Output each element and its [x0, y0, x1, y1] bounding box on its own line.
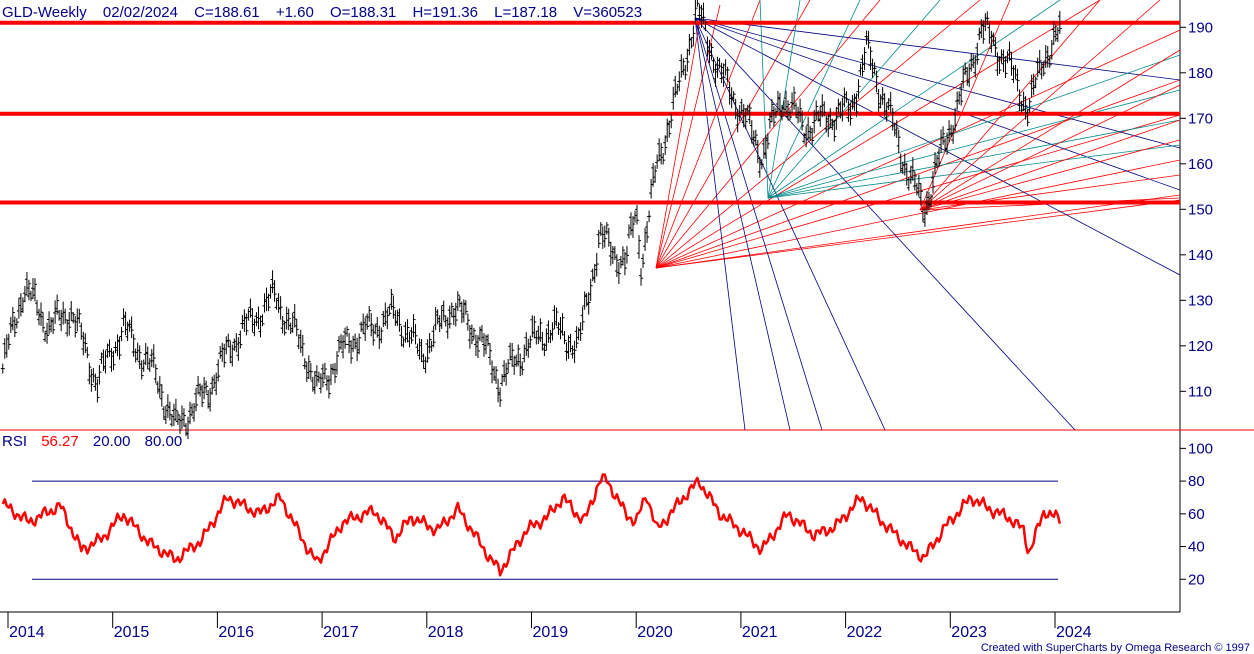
header-date: 02/02/2024	[103, 4, 178, 21]
header-volume: V=360523	[573, 4, 642, 21]
rsi-tick-label: 20	[1188, 571, 1205, 588]
rsi-band-lines	[32, 480, 1058, 580]
time-axis-ticks: 2014 2015 2016 2017 2018 2019 2020 2021 2022 2023…	[7, 612, 1092, 641]
rsi-upper-band: 80.00	[145, 433, 183, 450]
gann-red-fan-b-0	[919, 0, 1011, 211]
gann-fan-lines	[655, 0, 1180, 430]
footer-credit: Created with SuperCharts by Omega Resear…	[981, 642, 1250, 654]
price-tick-label: 120	[1188, 338, 1213, 355]
gann-red-fan-a-5	[655, 0, 981, 269]
gann-red-fan-a-10	[655, 159, 1180, 269]
year-tick-label: 2017	[323, 624, 359, 641]
price-tick-label: 190	[1188, 19, 1213, 36]
year-tick-label: 2021	[742, 624, 778, 641]
gann-navy-fan-a-8	[694, 17, 1180, 81]
price-tick-label: 140	[1188, 247, 1213, 264]
gann-navy-fan-a-3	[694, 17, 886, 430]
year-tick-label: 2024	[1056, 624, 1092, 641]
rsi-lower-band: 20.00	[93, 433, 131, 450]
gann-red-fan-b-4	[919, 84, 1180, 211]
rsi-tick-label: 80	[1188, 473, 1205, 490]
rsi-axis-ticks: 20 40 60 80 100	[1180, 440, 1213, 588]
gann-red-fan-a-11	[655, 194, 1180, 269]
year-tick-label: 2022	[847, 624, 883, 641]
gann-red-fan-b-2	[919, 0, 1161, 211]
price-tick-label: 150	[1188, 201, 1213, 218]
header-close: C=188.61	[194, 4, 259, 21]
gann-red-fan-b-1	[919, 0, 1101, 211]
gann-navy-fan-a-2	[694, 17, 823, 430]
gann-teal-fan-a-0	[759, 0, 769, 199]
price-tick-label: 160	[1188, 156, 1213, 173]
year-tick-label: 2016	[218, 624, 254, 641]
year-tick-label: 2023	[951, 624, 987, 641]
year-tick-label: 2019	[533, 624, 569, 641]
rsi-line-series	[1, 473, 1062, 577]
price-axis-ticks: 110 120 130 140 150 160 170 180 190	[1180, 19, 1213, 400]
gann-red-fan-a-2	[655, 0, 761, 269]
gann-red-fan-a-9	[655, 114, 1180, 269]
year-tick-label: 2020	[637, 624, 673, 641]
gann-red-fan-a-6	[655, 0, 1101, 269]
gann-red-fan-a-8	[655, 79, 1180, 269]
gann-teal-fan-a-1	[767, 0, 801, 199]
gann-navy-fan-a-4	[694, 17, 1076, 430]
header-symbol: GLD-Weekly	[2, 4, 87, 21]
rsi-tick-label: 100	[1188, 440, 1213, 457]
gann-red-fan-b-5	[919, 119, 1180, 211]
rsi-header: RSI 56.27 20.00 80.00	[2, 433, 182, 450]
gann-teal-fan-a-5	[767, 54, 1180, 199]
gann-red-fan-b-3	[919, 49, 1180, 211]
header-high: H=191.36	[412, 4, 477, 21]
rsi-tick-label: 40	[1188, 539, 1205, 556]
price-tick-label: 130	[1188, 292, 1213, 309]
gann-navy-fan-a-6	[694, 17, 1180, 191]
gann-teal-fan-a-6	[767, 89, 1180, 199]
gann-red-fan-b-6	[919, 139, 1180, 211]
header-low: L=187.18	[494, 4, 557, 21]
rsi-tick-label: 60	[1188, 506, 1205, 523]
gann-teal-fan-a-2	[767, 0, 861, 199]
rsi-name: RSI	[2, 433, 27, 450]
gann-red-fan-a-0	[655, 19, 701, 269]
gann-red-fan-a-12	[655, 199, 1180, 269]
gann-navy-fan-a-0	[694, 17, 746, 430]
header-change: +1.60	[276, 4, 314, 21]
year-tick-label: 2018	[428, 624, 464, 641]
chart-header: GLD-Weekly 02/02/2024 C=188.61 +1.60 O=1…	[2, 4, 642, 21]
price-tick-label: 110	[1188, 383, 1212, 400]
rsi-line	[1, 473, 1062, 577]
gann-navy-fan-a-1	[694, 17, 791, 430]
gann-teal-fan-a-4	[767, 0, 1061, 199]
rsi-value: 56.27	[41, 433, 79, 450]
year-tick-label: 2014	[9, 624, 45, 641]
price-tick-label: 170	[1188, 110, 1213, 127]
gann-red-fan-a-3	[655, 0, 811, 269]
gann-teal-fan-a-8	[767, 144, 1180, 199]
gann-teal-fan-a-7	[767, 119, 1180, 199]
year-tick-label: 2015	[114, 624, 150, 641]
header-open: O=188.31	[330, 4, 396, 21]
price-bar-series	[0, 0, 1062, 439]
gann-navy-fan-a-5	[694, 17, 1180, 276]
price-tick-label: 180	[1188, 65, 1213, 82]
